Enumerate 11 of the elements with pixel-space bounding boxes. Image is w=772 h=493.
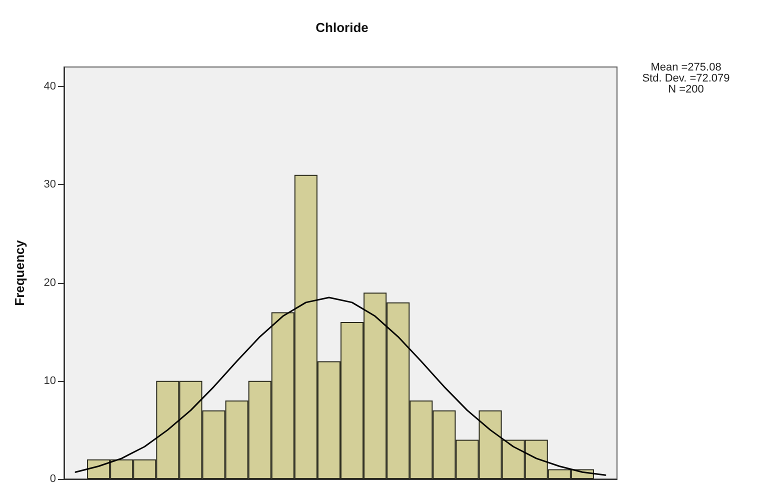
- line-series: [74, 296, 606, 476]
- chart-title: Chloride: [316, 20, 368, 35]
- y-tick-label: 20: [44, 276, 56, 289]
- y-tick-label: 40: [44, 80, 56, 93]
- y-axis-title: Frequency: [12, 239, 27, 306]
- y-tick-label: 30: [44, 178, 56, 191]
- text: N =200: [668, 84, 704, 96]
- text: Std. Dev. =72.079: [642, 72, 730, 84]
- y-tick-label: 0: [50, 473, 56, 485]
- text: Mean =275.08: [650, 62, 722, 74]
- y-tick-label: 10: [44, 374, 56, 387]
